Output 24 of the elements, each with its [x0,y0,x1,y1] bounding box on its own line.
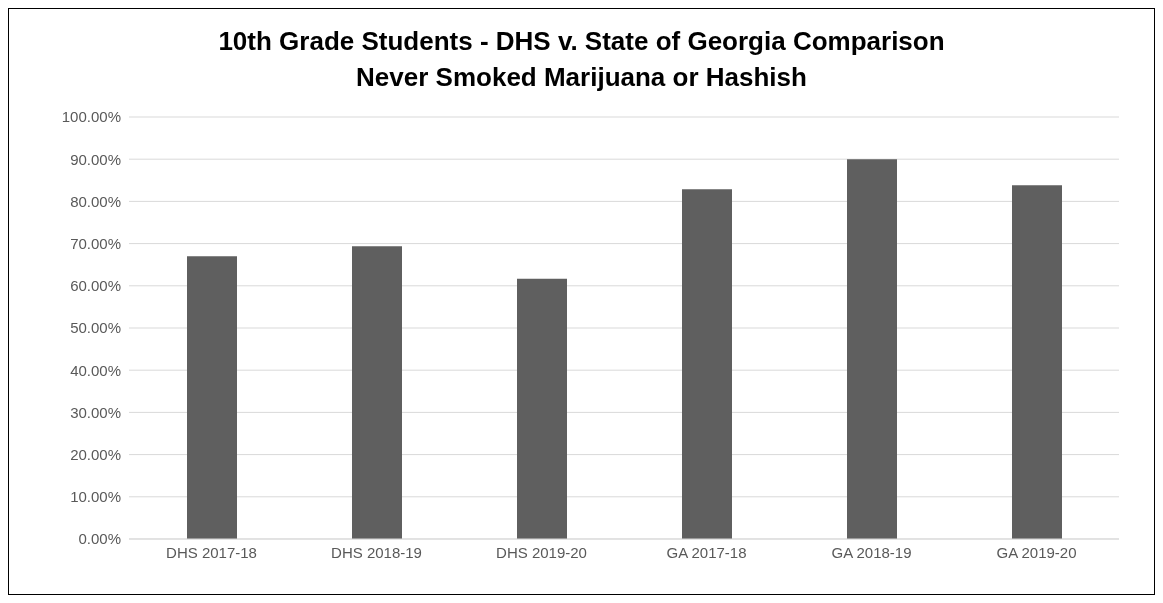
y-tick-label: 20.00% [70,445,121,463]
x-tick-label: DHS 2018-19 [331,543,422,561]
chart-title: 10th Grade Students - DHS v. State of Georgia Comparison Never Smoked Marijuana or Hashish [217,25,946,94]
y-tick-label: 90.00% [70,150,121,168]
bar [187,256,237,539]
y-tick-label: 100.00% [61,108,121,126]
x-tick-label: DHS 2019-20 [496,543,587,561]
y-tick-label: 50.00% [70,319,121,337]
y-tick-label: 70.00% [70,234,121,252]
y-tick-label: 60.00% [70,277,121,295]
x-tick-label: DHS 2017-18 [166,543,257,561]
y-tick-label: 10.00% [70,488,121,506]
y-tick-label: 40.00% [70,361,121,379]
y-tick-label: 30.00% [70,403,121,421]
y-tick-label: 0.00% [78,530,121,548]
x-tick-label: GA 2019-20 [996,543,1077,561]
bar [1012,185,1062,539]
bar [682,189,732,539]
x-tick-label: GA 2018-19 [831,543,912,561]
y-tick-label: 80.00% [70,192,121,210]
x-tick-label: GA 2017-18 [666,543,747,561]
bar [352,246,402,539]
bar [847,159,897,539]
bar [517,278,567,539]
